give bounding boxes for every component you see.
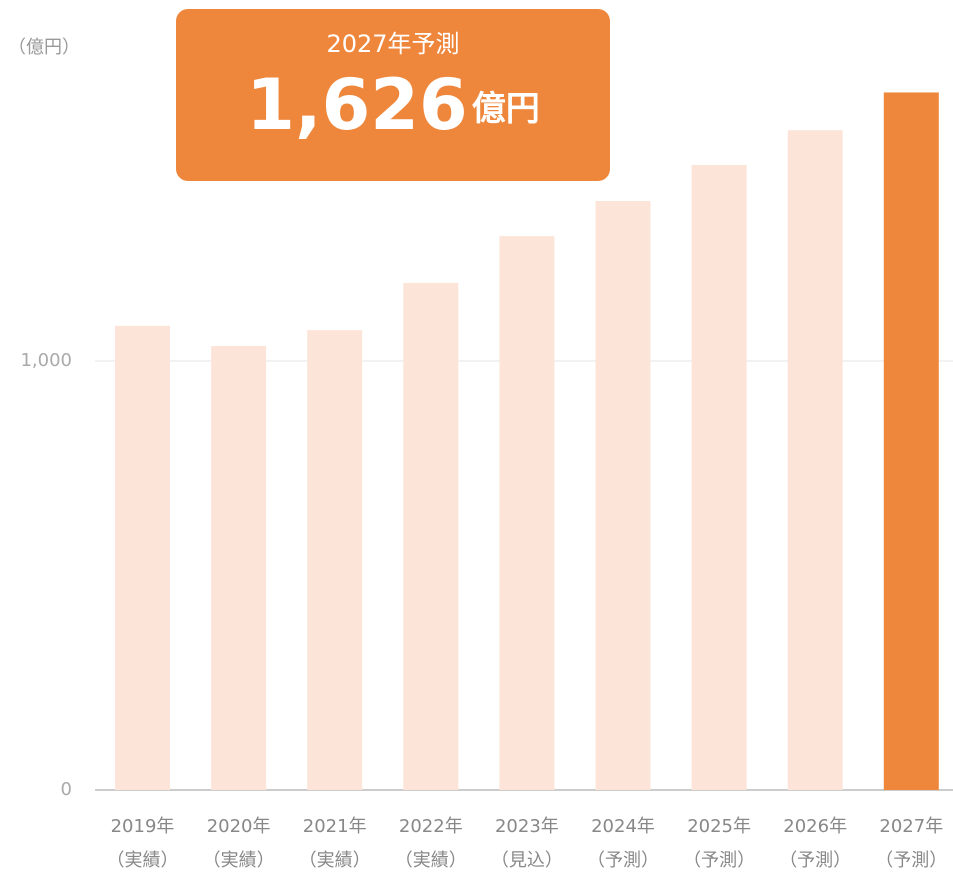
bar (499, 236, 555, 790)
bar (787, 130, 843, 790)
x-tick-note: （見込） (491, 850, 563, 871)
x-tick-note: （予測） (779, 850, 851, 871)
bar (115, 325, 170, 790)
x-tick-label: 2019年 (111, 816, 175, 837)
value-unit: 億円 (472, 89, 540, 129)
callout-value: 1,626 億円 (246, 64, 539, 146)
x-tick-note: （予測） (587, 850, 659, 871)
x-tick-note: （実績） (395, 850, 467, 871)
x-tick-label: 2021年 (303, 816, 367, 837)
bar (595, 200, 651, 790)
x-tick-label: 2022年 (399, 816, 463, 837)
x-tick-label: 2023年 (495, 816, 559, 837)
bar (403, 282, 459, 790)
callout-title: 2027年予測 (326, 30, 459, 58)
x-tick-label: 2024年 (591, 816, 655, 837)
x-tick-note: （実績） (107, 850, 179, 871)
y-tick-label: 0 (61, 779, 72, 800)
bar (883, 92, 939, 791)
unit-label: （億円） (8, 37, 80, 58)
bar (307, 330, 363, 790)
x-tick-label: 2026年 (783, 816, 847, 837)
x-tick-note: （実績） (203, 850, 275, 871)
x-tick-label: 2027年 (879, 816, 943, 837)
x-tick-note: （予測） (683, 850, 755, 871)
x-tick-note: （実績） (299, 850, 371, 871)
x-tick-label: 2020年 (207, 816, 271, 837)
callout-box (176, 9, 610, 181)
x-tick-label: 2025年 (687, 816, 751, 837)
value-label: 1,626 (246, 64, 467, 146)
bar (211, 345, 267, 790)
y-tick-label: 1,000 (20, 350, 72, 371)
bar (691, 164, 747, 790)
x-tick-note: （予測） (875, 850, 947, 871)
